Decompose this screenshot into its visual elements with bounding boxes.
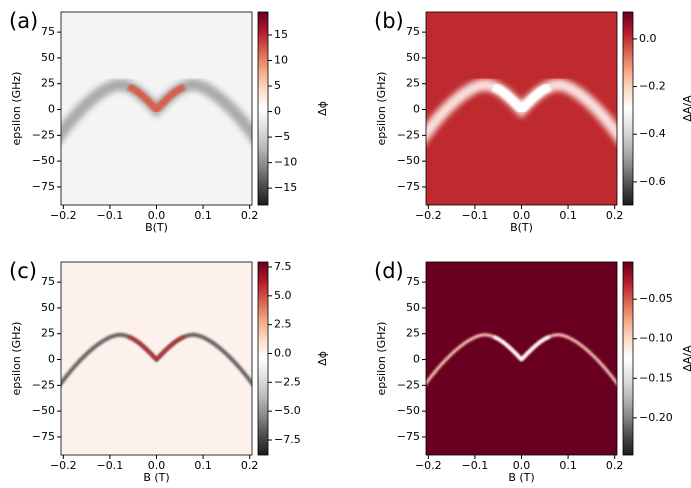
y-tick-label: 25 — [41, 327, 55, 340]
colorbar-tick-label: 15 — [274, 28, 288, 41]
colorbar-tick-label: −5 — [274, 130, 290, 143]
colorbar-tick-label: −10 — [274, 156, 297, 169]
x-axis-label: B(T) — [145, 221, 168, 234]
panel-label: (c) — [9, 259, 37, 283]
y-tick-label: 50 — [406, 301, 420, 314]
colorbar-tick-label: −0.4 — [639, 127, 666, 140]
x-tick-label: −0.2 — [50, 209, 77, 222]
y-tick-label: −50 — [32, 154, 55, 167]
colorbar-tick-label: −15 — [274, 181, 297, 194]
y-tick-label: 75 — [406, 275, 420, 288]
heatmap-feature — [61, 78, 252, 144]
y-tick-label: 50 — [406, 51, 420, 64]
colorbar-label: ΔA/A — [681, 345, 691, 372]
y-tick-label: −75 — [32, 430, 55, 443]
y-tick-label: 0 — [48, 103, 55, 116]
x-tick-label: 0.1 — [559, 459, 577, 472]
y-tick-label: 0 — [48, 353, 55, 366]
heatmap-feature — [61, 332, 252, 387]
y-tick-label: 0 — [413, 353, 420, 366]
x-tick-label: 0.2 — [241, 459, 259, 472]
colorbar-label: Δϕ — [316, 351, 329, 366]
colorbar-tick-label: −0.20 — [639, 411, 673, 424]
x-tick-label: −0.2 — [415, 459, 442, 472]
y-axis-label: epsilon (GHz) — [375, 72, 388, 146]
colorbar-tick-label: 7.5 — [274, 260, 292, 273]
x-tick-label: 0.1 — [194, 459, 212, 472]
colorbar-tick-label: 0.0 — [274, 346, 292, 359]
colorbar — [622, 11, 634, 206]
y-tick-label: 0 — [413, 103, 420, 116]
y-tick-label: 50 — [41, 51, 55, 64]
x-axis-label: B (T) — [143, 471, 169, 484]
y-axis-label: epsilon (GHz) — [10, 72, 23, 146]
colorbar-tick-label: 0 — [274, 105, 281, 118]
y-axis-label: epsilon (GHz) — [10, 322, 23, 396]
y-tick-label: −50 — [32, 404, 55, 417]
panel-label: (b) — [374, 9, 404, 33]
x-tick-label: −0.2 — [50, 459, 77, 472]
feature-core — [127, 83, 186, 115]
y-tick-label: 25 — [406, 327, 420, 340]
x-tick-label: 0.0 — [148, 209, 166, 222]
x-tick-label: 0.0 — [513, 209, 531, 222]
feature-core — [491, 82, 552, 116]
x-axis-label: B (T) — [508, 471, 534, 484]
colorbar-tick-label: −0.6 — [639, 175, 666, 188]
panel-label: (a) — [9, 9, 38, 33]
colorbar-tick-label: 5.0 — [274, 289, 292, 302]
x-tick-label: 0.1 — [194, 209, 212, 222]
y-tick-label: −75 — [397, 430, 420, 443]
x-tick-label: 0.2 — [606, 209, 624, 222]
x-tick-label: 0.0 — [148, 459, 166, 472]
colorbar-tick-label: 2.5 — [274, 318, 292, 331]
y-tick-label: −50 — [397, 404, 420, 417]
y-tick-label: 50 — [41, 301, 55, 314]
y-tick-label: −50 — [397, 154, 420, 167]
x-tick-label: −0.2 — [415, 209, 442, 222]
colorbar-label: ΔA/A — [681, 95, 691, 122]
colorbar — [622, 261, 634, 456]
colorbar-tick-label: −5.0 — [274, 404, 301, 417]
y-tick-label: −25 — [397, 378, 420, 391]
x-tick-label: 0.1 — [559, 209, 577, 222]
x-tick-label: 0.0 — [513, 459, 531, 472]
x-tick-label: −0.1 — [97, 209, 124, 222]
x-axis-label: B(T) — [510, 221, 533, 234]
y-axis-label: epsilon (GHz) — [375, 322, 388, 396]
y-tick-label: 25 — [406, 77, 420, 90]
y-tick-label: −25 — [32, 378, 55, 391]
colorbar-tick-label: −7.5 — [274, 433, 301, 446]
panel-label: (d) — [374, 259, 404, 283]
y-tick-label: −75 — [397, 180, 420, 193]
y-tick-label: 75 — [406, 25, 420, 38]
feature-core — [127, 335, 186, 362]
x-tick-label: −0.1 — [462, 209, 489, 222]
y-tick-label: −75 — [32, 180, 55, 193]
heatmap-feature — [426, 333, 617, 386]
colorbar-tick-label: −0.2 — [639, 80, 666, 93]
x-tick-label: 0.2 — [606, 459, 624, 472]
y-tick-label: −25 — [397, 128, 420, 141]
colorbar-tick-label: −2.5 — [274, 375, 301, 388]
colorbar-tick-label: 10 — [274, 54, 288, 67]
colorbar-tick-label: 0.0 — [639, 32, 657, 45]
colorbar — [257, 11, 269, 206]
y-tick-label: 75 — [41, 25, 55, 38]
feature-core — [492, 335, 551, 362]
colorbar-tick-label: −0.05 — [639, 292, 673, 305]
y-tick-label: 25 — [41, 77, 55, 90]
y-tick-label: −25 — [32, 128, 55, 141]
colorbar-tick-label: −0.10 — [639, 332, 673, 345]
x-tick-label: −0.1 — [97, 459, 124, 472]
y-tick-label: 75 — [41, 275, 55, 288]
x-tick-label: 0.2 — [241, 209, 259, 222]
colorbar-tick-label: 5 — [274, 79, 281, 92]
heatmap-feature — [426, 78, 617, 144]
colorbar-tick-label: −0.15 — [639, 371, 673, 384]
x-tick-label: −0.1 — [462, 459, 489, 472]
colorbar-label: Δϕ — [316, 101, 329, 116]
colorbar — [257, 261, 269, 456]
